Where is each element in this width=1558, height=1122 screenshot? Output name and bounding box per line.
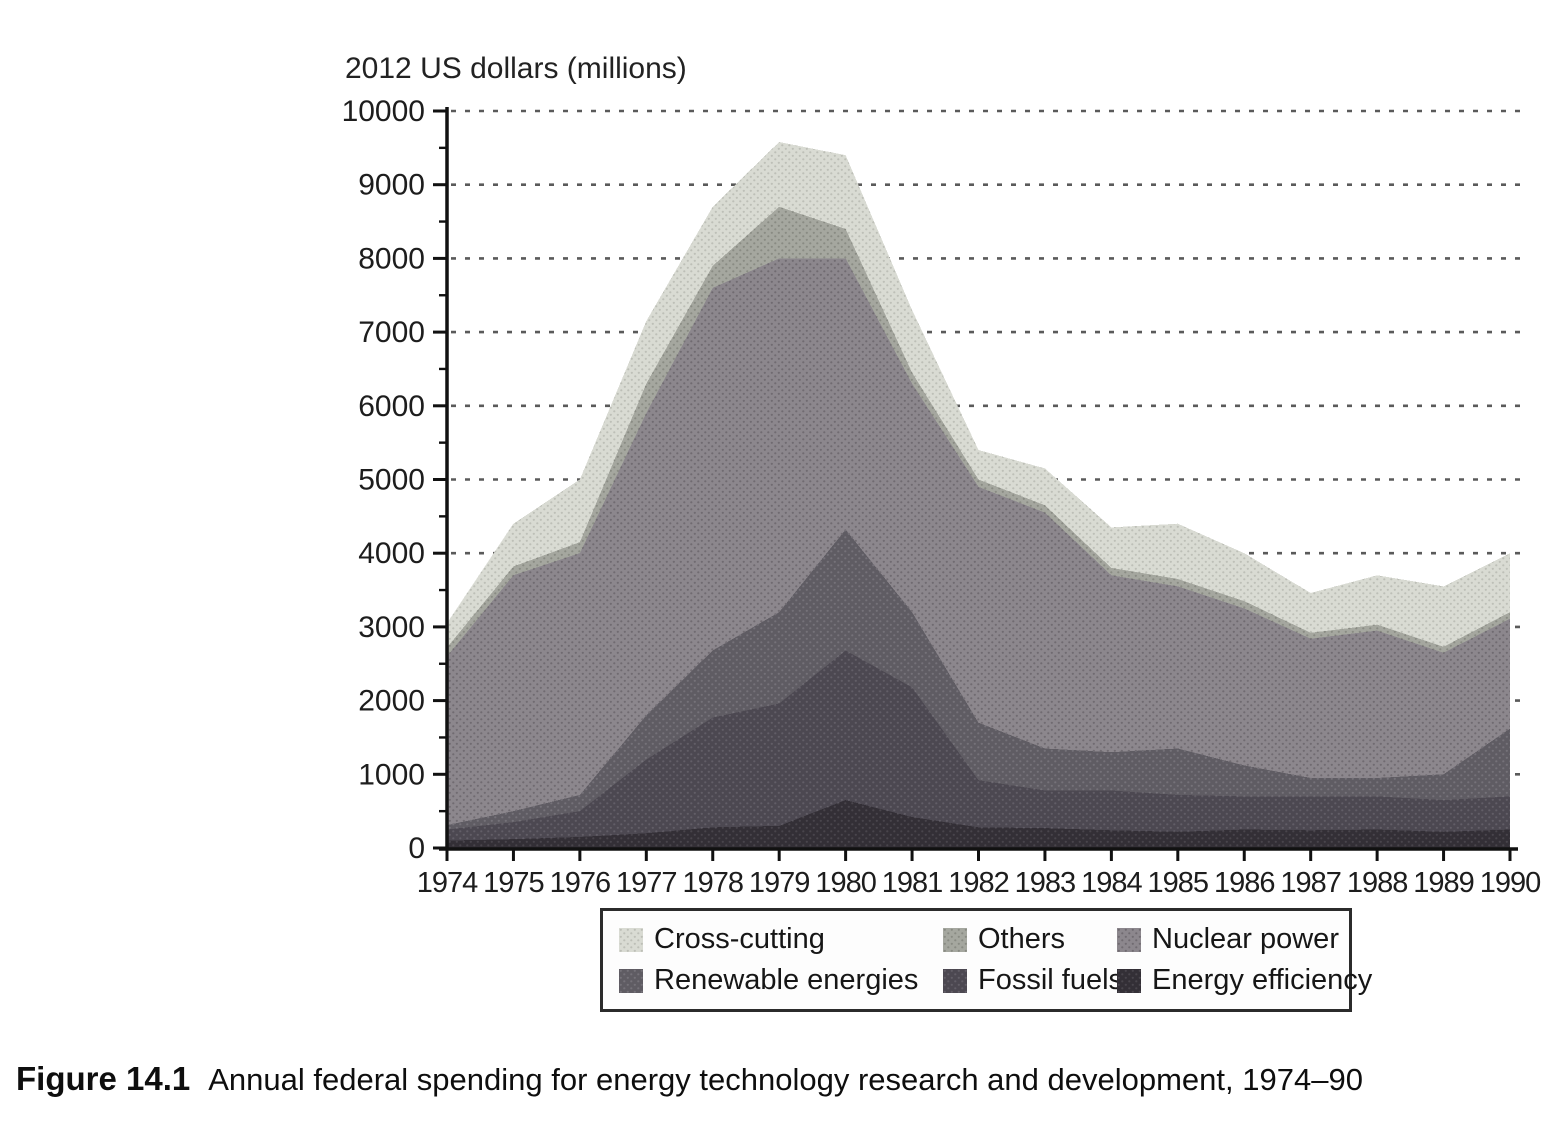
others-swatch-icon [943,927,967,952]
legend-label: Nuclear power [1152,923,1339,955]
svg-text:1976: 1976 [550,867,611,899]
energy-efficiency-swatch-icon [1117,968,1141,993]
svg-text:1982: 1982 [948,867,1009,899]
svg-text:1974: 1974 [417,867,478,899]
legend-item-others: Others [943,923,1113,956]
svg-text:9000: 9000 [358,169,425,202]
svg-text:1989: 1989 [1413,867,1474,899]
nuclear-power-swatch-icon [1117,927,1141,952]
svg-text:2000: 2000 [358,685,425,718]
axes [433,107,1518,861]
svg-text:1986: 1986 [1214,867,1275,899]
svg-text:10000: 10000 [342,95,425,128]
svg-text:6000: 6000 [358,390,425,423]
svg-text:1981: 1981 [882,867,943,899]
legend-item-renewable-energies: Renewable energies [619,964,939,997]
legend-item-nuclear-power: Nuclear power [1117,923,1372,956]
svg-text:1983: 1983 [1015,867,1076,899]
svg-text:8000: 8000 [358,242,425,275]
svg-text:1990: 1990 [1480,867,1541,899]
svg-text:1984: 1984 [1081,867,1142,899]
svg-text:3000: 3000 [358,611,425,644]
legend-item-fossil-fuels: Fossil fuels [943,964,1123,997]
legend-item-energy-efficiency: Energy efficiency [1117,964,1372,997]
legend-label: Cross-cutting [654,923,825,955]
area-series [447,141,1510,848]
svg-text:4000: 4000 [358,537,425,570]
legend-label: Energy efficiency [1152,964,1373,996]
axis-tick-labels: 0 1000 2000 3000 4000 5000 6000 7000 8000 9000 100… [342,95,1542,899]
legend-label: Renewable energies [654,964,919,996]
svg-text:1975: 1975 [483,867,544,899]
svg-text:1980: 1980 [815,867,876,899]
svg-text:1987: 1987 [1280,867,1341,899]
figure-caption-label: Figure 14.1 [16,1060,191,1097]
svg-text:5000: 5000 [358,464,425,497]
svg-text:1000: 1000 [358,758,425,791]
chart-legend: Cross-cutting Others Nuclear power Renew… [600,908,1372,1012]
figure-caption: Figure 14.1 Annual federal spending for e… [16,1060,1363,1098]
svg-text:0: 0 [408,832,425,865]
cross-cutting-swatch-icon [619,927,643,952]
svg-text:1979: 1979 [749,867,810,899]
svg-text:7000: 7000 [358,316,425,349]
chart-axis-title: 2012 US dollars (millions) [345,52,687,85]
svg-text:1985: 1985 [1148,867,1209,899]
svg-text:1978: 1978 [682,867,743,899]
renewable-energies-swatch-icon [619,968,643,993]
legend-label: Fossil fuels [978,964,1124,996]
legend-label: Others [978,923,1066,955]
fossil-fuels-swatch-icon [943,968,967,993]
svg-text:1977: 1977 [616,867,677,899]
svg-text:1988: 1988 [1347,867,1408,899]
legend-item-cross-cutting: Cross-cutting [619,923,939,956]
figure-caption-text: Annual federal spending for energy techn… [208,1062,1363,1097]
